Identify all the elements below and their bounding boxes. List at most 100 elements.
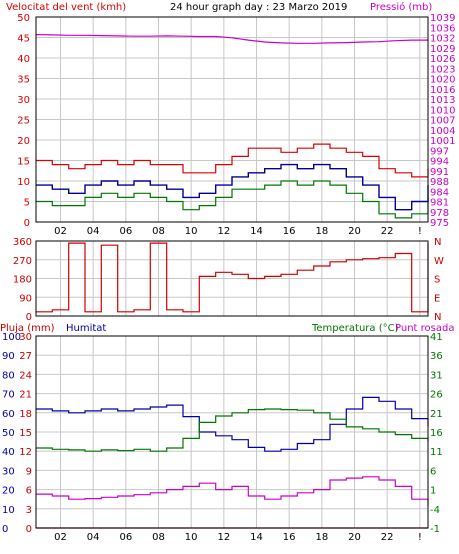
- panel-frame-2: [35, 240, 429, 317]
- pressure-y-tick-label: 994: [430, 157, 449, 168]
- temperature-line: [36, 408, 429, 452]
- humidity-x-tick-label: !: [418, 532, 422, 543]
- humidity-x-tick-label: 06: [119, 532, 132, 543]
- rain-y-tick-label: 90: [2, 351, 15, 362]
- wind-avg-line: [36, 163, 429, 211]
- humidity-y-tick-label: 0: [26, 524, 32, 535]
- wind-direction-line: [36, 242, 429, 313]
- humidity-y-tick-label: 9: [26, 466, 32, 477]
- wind-x-tick-label: 12: [217, 226, 230, 237]
- pressure-y-tick-label: 1016: [430, 85, 455, 96]
- temperature-y-tick-label: 31: [430, 370, 443, 381]
- pressure-y-tick-label: 1039: [430, 13, 455, 24]
- pressure-y-tick-label: 1023: [430, 64, 455, 75]
- rain-y-tick-label: 0: [2, 524, 8, 535]
- humidity-y-tick-label: 18: [19, 409, 32, 420]
- pressure-y-tick-label: 981: [430, 198, 449, 209]
- pressure-y-tick-label: 1029: [430, 44, 455, 55]
- dew-line: [36, 476, 429, 506]
- pressure-y-tick-label: 1036: [430, 23, 455, 34]
- direction-y-tick-label: 0: [26, 312, 32, 323]
- humidity-x-tick-label: 10: [185, 532, 198, 543]
- temperature-y-tick-label: 11: [430, 447, 443, 458]
- temperature-y-tick-label: 21: [430, 409, 443, 420]
- humidity-y-tick-label: 6: [26, 486, 32, 497]
- direction-compass-label: W: [434, 256, 444, 267]
- wind-y-tick-label: 5: [24, 198, 30, 209]
- temperature-y-tick-label: -1: [430, 524, 440, 535]
- humidity-x-tick-label: 12: [217, 532, 230, 543]
- rain-y-tick-label: 10: [2, 505, 15, 516]
- wind-y-tick-label: 30: [17, 95, 30, 106]
- wind-y-tick-label: 10: [17, 177, 30, 188]
- humidity-x-tick-label: 14: [250, 532, 263, 543]
- pressure-line: [35, 34, 428, 44]
- wind-y-tick-label: 25: [17, 116, 30, 127]
- panel-frame-1: [35, 16, 429, 223]
- humidity-x-tick-label: 04: [87, 532, 100, 543]
- rain-y-tick-label: 80: [2, 370, 15, 381]
- pressure-y-tick-label: 1007: [430, 116, 455, 127]
- wind-min-line: [36, 180, 429, 219]
- pressure-y-tick-label: 1020: [430, 75, 455, 86]
- humidity-y-tick-label: 21: [19, 390, 32, 401]
- rain-y-tick-label: 70: [2, 390, 15, 401]
- frame-layer: [35, 16, 429, 529]
- direction-y-tick-label: 360: [13, 237, 32, 248]
- temperature-y-tick-label: 6: [430, 466, 436, 477]
- pressure-y-tick-label: 984: [430, 187, 449, 198]
- rain-y-tick-label: 100: [2, 332, 21, 343]
- rain-title: Pluja (mm): [0, 323, 55, 334]
- wind-max-line: [36, 143, 429, 178]
- label-layer: 0202040406060808101012121414161618182020…: [2, 13, 455, 543]
- pressure-y-tick-label: 1010: [430, 105, 455, 116]
- wind-speed-title: Velocitat del vent (kmh): [6, 2, 126, 13]
- direction-compass-label: S: [434, 275, 440, 286]
- wind-x-tick-label: 06: [119, 226, 132, 237]
- wind-x-tick-label: 08: [152, 226, 165, 237]
- humidity-x-tick-label: 08: [152, 532, 165, 543]
- humidity-line: [36, 396, 429, 452]
- humidity-x-tick-label: 02: [54, 532, 67, 543]
- pressure-title: Pressió (mb): [370, 1, 432, 13]
- rain-y-tick-label: 60: [2, 409, 15, 420]
- wind-y-tick-label: 35: [17, 75, 30, 86]
- panel-frame-3: [35, 335, 429, 529]
- wind-y-tick-label: 0: [24, 218, 30, 229]
- wind-x-tick-label: 04: [87, 226, 100, 237]
- temperature-y-tick-label: 16: [430, 428, 443, 439]
- humidity-y-tick-label: 30: [19, 332, 32, 343]
- pressure-y-tick-label: 975: [430, 218, 449, 229]
- graph-date-title: 24 hour graph day : 23 Marzo 2019: [170, 2, 347, 13]
- temperature-y-tick-label: 41: [430, 332, 443, 343]
- dew-point-title: Punt rosada: [395, 323, 454, 334]
- direction-y-tick-label: 180: [13, 275, 32, 286]
- wind-y-tick-label: 15: [17, 157, 30, 168]
- humidity-y-tick-label: 15: [19, 428, 32, 439]
- pressure-y-tick-label: 1013: [430, 95, 455, 106]
- humidity-x-tick-label: 16: [283, 532, 296, 543]
- humidity-x-tick-label: 22: [381, 532, 394, 543]
- temperature-y-tick-label: 26: [430, 390, 443, 401]
- temperature-y-tick-label: 36: [430, 351, 443, 362]
- pressure-y-tick-label: 1001: [430, 136, 455, 147]
- pressure-y-tick-label: 1004: [430, 126, 455, 137]
- direction-compass-label: N: [434, 312, 441, 323]
- wind-x-tick-label: 18: [315, 226, 328, 237]
- wind-x-tick-label: 02: [54, 226, 67, 237]
- rain-y-tick-label: 30: [2, 466, 15, 477]
- humidity-y-tick-label: 24: [19, 370, 32, 381]
- direction-y-tick-label: 90: [19, 293, 32, 304]
- rain-y-tick-label: 50: [2, 428, 15, 439]
- wind-x-tick-label: 14: [250, 226, 263, 237]
- wind-y-tick-label: 20: [17, 136, 30, 147]
- wind-y-tick-label: 40: [17, 54, 30, 65]
- humidity-x-tick-label: 18: [315, 532, 328, 543]
- wind-x-tick-label: !: [418, 226, 422, 237]
- direction-y-tick-label: 270: [13, 256, 32, 267]
- wind-x-tick-label: 10: [185, 226, 198, 237]
- temperature-title: Temperatura (°C): [311, 323, 399, 334]
